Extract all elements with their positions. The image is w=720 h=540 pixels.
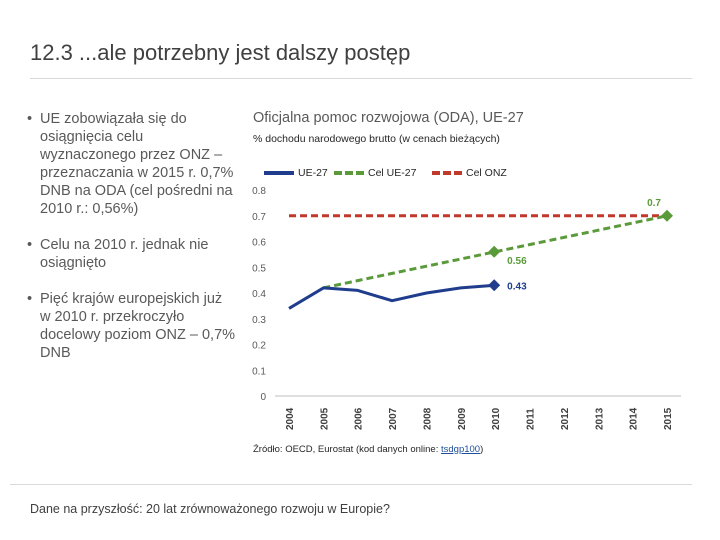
- footer-divider: [10, 484, 692, 485]
- chart-subtitle: % dochodu narodowego brutto (w cenach bi…: [253, 133, 500, 145]
- y-tick-label: 0.7: [252, 212, 266, 223]
- x-tick-label: 2011: [526, 408, 537, 430]
- x-tick-label: 2006: [354, 407, 365, 430]
- x-tick-label: 2014: [629, 407, 640, 430]
- x-tick-label: 2007: [388, 407, 399, 430]
- bullet-item: Celu na 2010 r. jednak nie osiągnięto: [26, 236, 236, 272]
- legend-eu27-label: UE-27: [298, 167, 328, 179]
- legend-target-eu-swatch: [334, 171, 364, 175]
- source-text: Źródło: OECD, Eurostat (kod danych onlin…: [253, 444, 441, 455]
- y-tick-label: 0.5: [252, 263, 266, 274]
- source-link[interactable]: tsdgp100: [440, 444, 481, 455]
- y-tick-label: 0.4: [252, 289, 266, 300]
- series-line-target-eu: [323, 214, 668, 290]
- y-tick-label: 0: [260, 392, 266, 403]
- marker-target-eu-2010: [488, 245, 501, 258]
- legend-target-un-label: Cel ONZ: [466, 167, 507, 179]
- y-tick-label: 0.2: [252, 341, 266, 352]
- x-tick-label: 2012: [560, 407, 571, 430]
- marker-target-eu-2015: [661, 209, 673, 222]
- legend-target-eu: Cel UE-27: [334, 167, 416, 179]
- legend-eu27-swatch: [264, 171, 294, 175]
- x-tick-label: 2009: [457, 407, 468, 430]
- x-tick-label: 2005: [319, 407, 330, 430]
- data-label-eu27-2010: 0.43: [507, 281, 527, 292]
- bullet-item: UE zobowiązała się do osiągnięcia celu w…: [26, 110, 236, 218]
- legend-eu27: UE-27: [264, 167, 328, 179]
- title-divider: [30, 78, 692, 79]
- chart-source: Źródło: OECD, Eurostat (kod danych onlin…: [253, 444, 483, 455]
- source-suffix: ): [480, 444, 484, 455]
- chart-title: Oficjalna pomoc rozwojowa (ODA), UE-27: [253, 110, 524, 126]
- x-tick-label: 2004: [285, 407, 296, 430]
- legend-target-un: Cel ONZ: [432, 167, 507, 179]
- bullet-list: UE zobowiązała się do osiągnięcia celu w…: [26, 110, 236, 380]
- x-tick-label: 2015: [663, 407, 674, 430]
- legend-target-un-swatch: [432, 171, 462, 175]
- series-line-eu27: [288, 283, 496, 310]
- marker-eu27-2010: [488, 279, 501, 292]
- data-label-target-eu-2010: 0.56: [507, 256, 527, 267]
- y-tick-label: 0.6: [252, 238, 266, 249]
- bullet-item: Pięć krajów europejskich już w 2010 r. p…: [26, 290, 236, 362]
- x-tick-label: 2008: [422, 407, 433, 430]
- y-tick-label: 0.8: [252, 186, 266, 197]
- slide-title: 12.3 ...ale potrzebny jest dalszy postęp: [30, 40, 411, 65]
- y-tick-label: 0.1: [252, 366, 266, 377]
- x-tick-label: 2010: [491, 407, 502, 430]
- y-tick-label: 0.3: [252, 315, 266, 326]
- data-label-target-eu-2015: 0.7: [647, 198, 661, 209]
- legend-target-eu-label: Cel UE-27: [368, 167, 417, 179]
- footer-text: Dane na przyszłość: 20 lat zrównoważoneg…: [30, 502, 390, 516]
- x-tick-label: 2013: [594, 407, 605, 430]
